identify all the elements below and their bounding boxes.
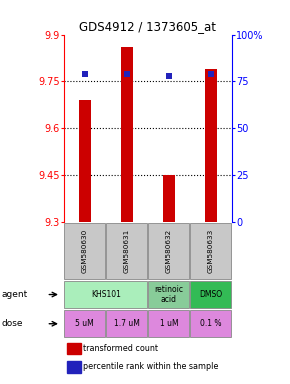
Bar	[64, 223, 105, 279]
Text: 0.1 %: 0.1 %	[200, 319, 222, 328]
Text: KHS101: KHS101	[91, 290, 121, 299]
Bar	[64, 310, 105, 337]
Bar	[106, 223, 147, 279]
Text: retinoic
acid: retinoic acid	[155, 285, 184, 304]
Title: GDS4912 / 1373605_at: GDS4912 / 1373605_at	[79, 20, 216, 33]
Bar	[205, 69, 217, 222]
Bar	[67, 361, 81, 372]
Text: GSM580633: GSM580633	[208, 228, 214, 273]
Text: agent: agent	[1, 290, 28, 299]
Text: DMSO: DMSO	[200, 290, 222, 299]
Text: GSM580632: GSM580632	[166, 228, 172, 273]
Text: 5 uM: 5 uM	[75, 319, 94, 328]
Bar	[64, 281, 147, 308]
Text: GSM580631: GSM580631	[124, 228, 130, 273]
Bar	[67, 343, 81, 354]
Text: 1.7 uM: 1.7 uM	[114, 319, 140, 328]
Bar	[106, 310, 147, 337]
Text: 1 uM: 1 uM	[160, 319, 178, 328]
Bar	[148, 223, 189, 279]
Text: percentile rank within the sample: percentile rank within the sample	[83, 362, 219, 371]
Text: GSM580630: GSM580630	[82, 228, 88, 273]
Bar	[191, 281, 231, 308]
Bar	[191, 223, 231, 279]
Bar	[121, 47, 133, 222]
Bar	[191, 310, 231, 337]
Bar	[148, 310, 189, 337]
Text: dose: dose	[1, 319, 23, 328]
Bar	[148, 281, 189, 308]
Text: transformed count: transformed count	[83, 344, 158, 353]
Bar	[79, 100, 91, 222]
Bar	[163, 175, 175, 222]
